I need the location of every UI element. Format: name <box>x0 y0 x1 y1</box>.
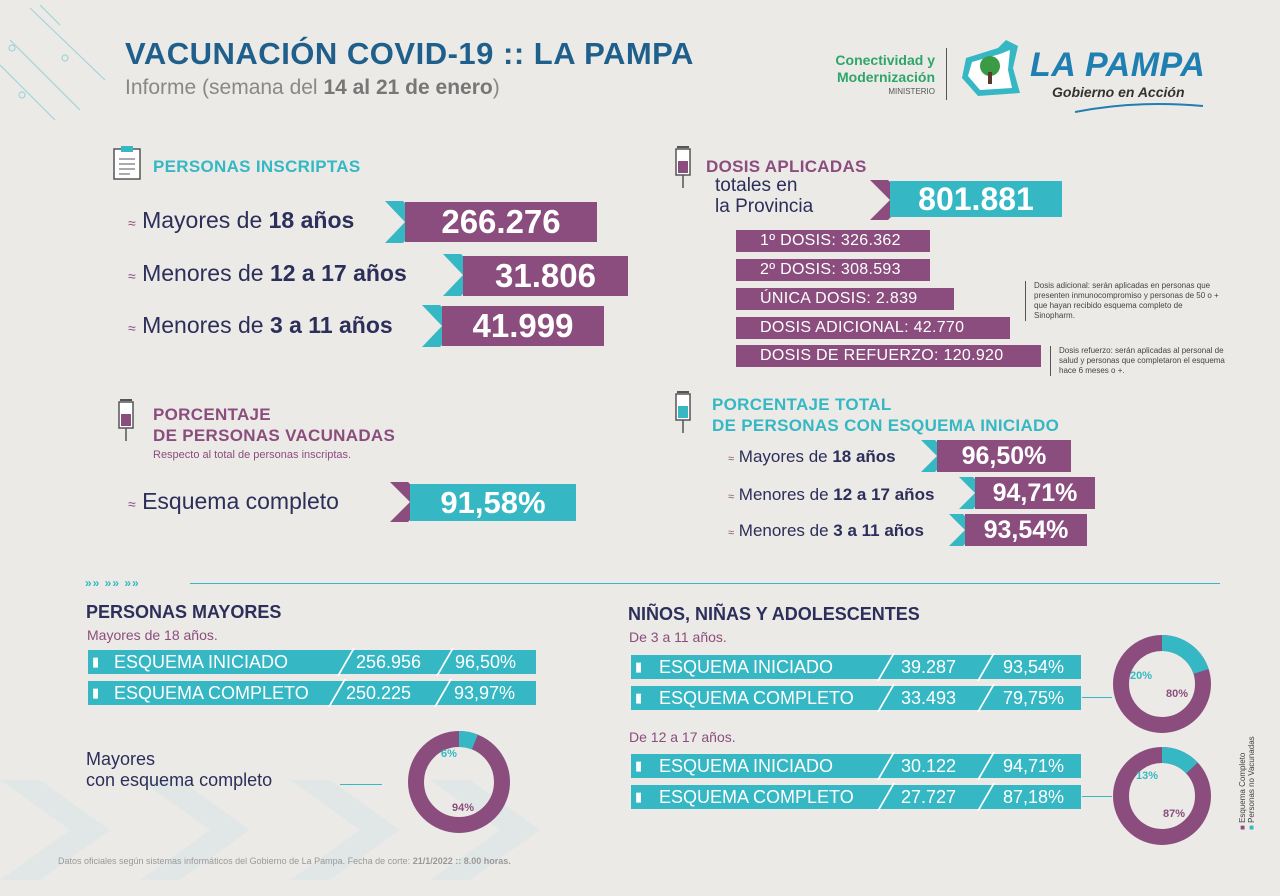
ninos-g2-donut-chart <box>1113 747 1211 845</box>
mayores-row-iniciado: ▮ ESQUEMA INICIADO 256.956 96,50% <box>88 648 536 676</box>
dose-item-4: DOSIS ADICIONAL: 42.770 <box>736 317 1010 339</box>
donut-slice-no-vacunadas <box>1113 635 1211 733</box>
iniciado-row-1: ≈ Mayores de 18 años <box>728 447 896 466</box>
inscriptas-row-2: ≈ Menores de 12 a 17 años <box>128 260 407 286</box>
inscriptas-value-3: 41.999 <box>442 306 604 346</box>
ministry-logo: Conectividad y Modernización MINISTERIO <box>835 52 935 96</box>
syringe-small-icon: ▮ <box>92 685 100 700</box>
brand-swoosh <box>1075 103 1204 113</box>
donut-label-no: 13% <box>1136 770 1159 782</box>
vacunadas-sub: Respecto al total de personas inscriptas… <box>153 449 352 461</box>
ninos-group1-sub: De 3 a 11 años. <box>629 629 727 645</box>
donut-label-completo: 80% <box>1166 688 1189 700</box>
bullet-icon: ≈ <box>128 215 136 231</box>
iniciado-row-3: ≈ Menores de 3 a 11 años <box>728 521 925 540</box>
legend-item-completo: ■ Esquema Completo <box>1238 752 1247 830</box>
separator <box>876 752 896 780</box>
dose-item-1: 1º DOSIS: 326.362 <box>736 230 930 252</box>
separator <box>435 648 455 676</box>
ninos-g1-row-iniciado: ▮ ESQUEMA INICIADO 39.287 93,54% <box>631 653 1081 681</box>
syringe-small-icon: ▮ <box>635 758 643 773</box>
ninos-g2-row-completo: ▮ ESQUEMA COMPLETO 27.727 87,18% <box>631 783 1081 811</box>
ninos-g1-donut-chart <box>1113 635 1211 733</box>
dosis-total: 801.881 <box>890 181 1062 217</box>
mayores-sub: Mayores de 18 años. <box>87 627 218 643</box>
separator <box>327 679 347 707</box>
separator <box>876 653 896 681</box>
dose-item-5: DOSIS DE REFUERZO: 120.920 <box>736 345 1041 367</box>
legend: ■ Esquema Completo ■ Personas no Vacunad… <box>1238 736 1256 830</box>
inscriptas-value-2: 31.806 <box>463 256 628 296</box>
dose-item-2: 2º DOSIS: 308.593 <box>736 259 930 281</box>
separator <box>336 648 356 676</box>
separator <box>976 684 996 712</box>
vacunadas-row: ≈ Esquema completo <box>128 488 339 514</box>
logo-divider <box>946 48 947 100</box>
mayores-heading: PERSONAS MAYORES <box>86 602 282 622</box>
province-map-icon <box>962 40 1020 96</box>
clipboard-icon <box>113 146 141 180</box>
donut-label-no: 20% <box>1130 670 1153 682</box>
legend-item-no-vacunadas: ■ Personas no Vacunadas <box>1247 736 1256 830</box>
mayores-row-completo: ▮ ESQUEMA COMPLETO 250.225 93,97% <box>88 679 536 707</box>
dose-item-3: ÚNICA DOSIS: 2.839 <box>736 288 954 310</box>
connector-line <box>1082 796 1112 797</box>
page-title: VACUNACIÓN COVID-19 :: LA PAMPA <box>125 36 694 71</box>
syringe-small-icon: ▮ <box>635 690 643 705</box>
esquema-iniciado-heading: PORCENTAJE TOTAL DE PERSONAS CON ESQUEMA … <box>712 395 1060 435</box>
section-divider <box>190 583 1220 584</box>
donut-label-completo: 87% <box>1163 808 1186 820</box>
separator <box>876 783 896 811</box>
syringe-small-icon: ▮ <box>635 789 643 804</box>
dosis-sub: totales en la Provincia <box>715 175 814 217</box>
connector-line <box>1082 697 1112 698</box>
iniciado-value-1: 96,50% <box>937 440 1071 472</box>
ninos-group2-sub: De 12 a 17 años. <box>629 729 736 745</box>
connector-line <box>340 784 382 785</box>
syringe-icon <box>675 391 691 433</box>
brand-tagline: Gobierno en Acción <box>1052 84 1185 100</box>
donut-label-completo: 94% <box>452 802 475 814</box>
mayores-donut-title: Mayores con esquema completo <box>86 749 273 790</box>
separator <box>976 783 996 811</box>
donut-slice-no-vacunadas <box>1113 747 1211 845</box>
inscriptas-row-3: ≈ Menores de 3 a 11 años <box>128 312 393 338</box>
syringe-small-icon: ▮ <box>635 659 643 674</box>
note-adicional: Dosis adicional: serán aplicadas en pers… <box>1025 281 1224 321</box>
ninos-heading: NIÑOS, NIÑAS Y ADOLESCENTES <box>628 604 920 624</box>
syringe-icon <box>675 146 691 188</box>
inscriptas-row-1: ≈ Mayores de 18 años <box>128 207 355 233</box>
separator <box>876 684 896 712</box>
iniciado-row-2: ≈ Menores de 12 a 17 años <box>728 485 935 504</box>
vacunadas-value: 91,58% <box>410 484 576 521</box>
donut-slice-no-vacunadas <box>408 731 510 833</box>
background-chevrons <box>0 780 540 880</box>
inscriptas-value-1: 266.276 <box>405 202 597 242</box>
dosis-heading: DOSIS APLICADAS <box>706 157 867 176</box>
mayores-donut-chart <box>408 731 510 833</box>
divider-arrows: »» »» »» <box>85 576 140 590</box>
separator <box>433 679 453 707</box>
decorative-circuit-lines <box>0 4 106 121</box>
note-refuerzo: Dosis refuerzo: serán aplicadas al perso… <box>1050 346 1231 376</box>
syringe-icon <box>118 399 134 441</box>
footer-note: Datos oficiales según sistemas informáti… <box>58 856 511 866</box>
donut-label-no: 6% <box>441 748 457 760</box>
ninos-g1-row-completo: ▮ ESQUEMA COMPLETO 33.493 79,75% <box>631 684 1081 712</box>
page-subtitle: Informe (semana del 14 al 21 de enero) <box>125 76 500 99</box>
ninos-g2-row-iniciado: ▮ ESQUEMA INICIADO 30.122 94,71% <box>631 752 1081 780</box>
inscriptas-heading: PERSONAS INSCRIPTAS <box>153 157 361 176</box>
syringe-small-icon: ▮ <box>92 654 100 669</box>
iniciado-value-3: 93,54% <box>965 514 1087 546</box>
vacunadas-heading: PORCENTAJE DE PERSONAS VACUNADAS <box>153 405 396 445</box>
separator <box>976 653 996 681</box>
separator <box>976 752 996 780</box>
brand-name: LA PAMPA <box>1030 46 1206 84</box>
iniciado-value-2: 94,71% <box>975 477 1095 509</box>
